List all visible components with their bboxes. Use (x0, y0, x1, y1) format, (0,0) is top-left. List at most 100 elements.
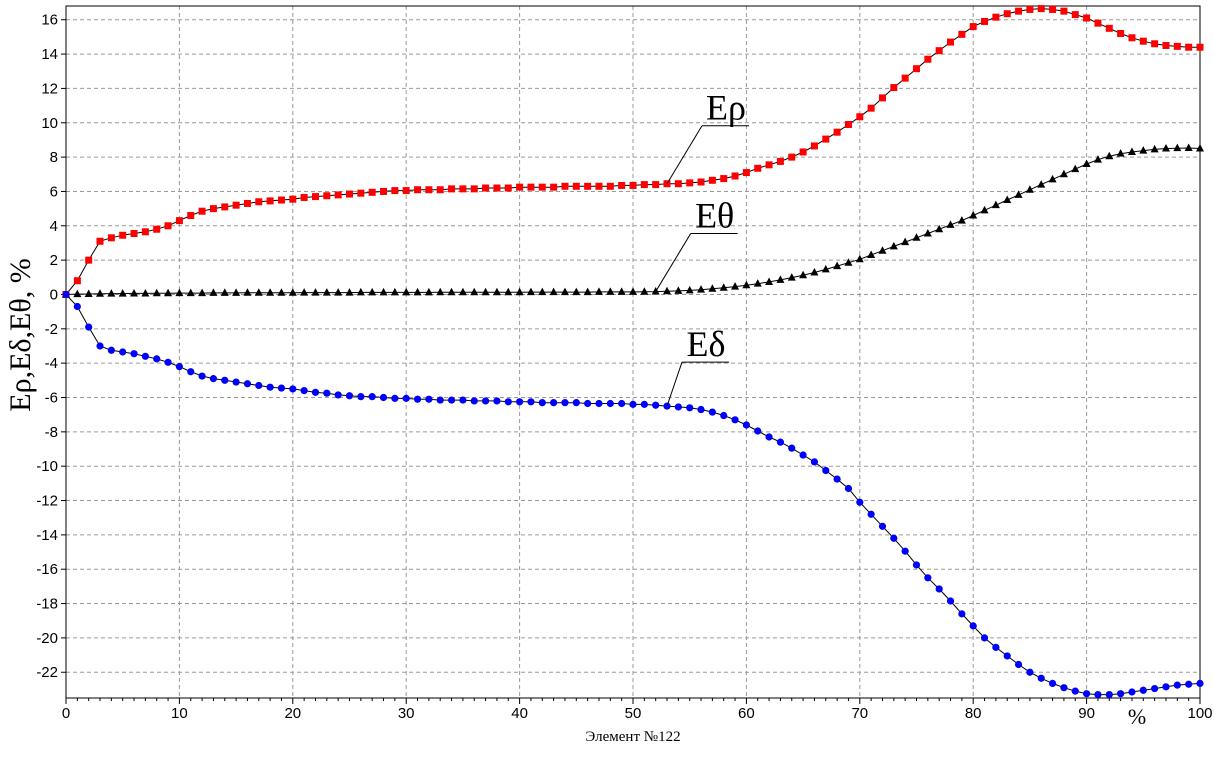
x-tick-label: 60 (738, 705, 755, 722)
data-point (538, 183, 546, 191)
data-point (788, 153, 796, 161)
data-point (708, 284, 717, 292)
data-point (300, 387, 308, 395)
data-point (992, 643, 1000, 651)
data-point (1139, 686, 1147, 694)
data-point (141, 288, 150, 297)
data-point (515, 287, 524, 296)
data-point (209, 205, 217, 213)
data-point (935, 47, 943, 55)
data-point (1105, 24, 1113, 32)
data-point (221, 376, 229, 384)
data-point (810, 458, 819, 466)
data-point (470, 185, 478, 193)
data-point (232, 378, 240, 386)
data-point (776, 275, 785, 283)
y-tick-label: 16 (41, 12, 58, 29)
data-point (867, 250, 876, 258)
data-point (73, 277, 81, 285)
data-point (356, 287, 365, 296)
data-point (856, 498, 864, 506)
data-point (436, 396, 444, 404)
data-point (198, 288, 207, 297)
data-point (686, 404, 694, 412)
data-point (912, 233, 921, 241)
data-point (765, 161, 773, 169)
data-point (1060, 7, 1068, 15)
series-triangle (62, 143, 1204, 298)
data-point (164, 288, 173, 297)
data-point (1003, 195, 1012, 204)
data-point (1083, 14, 1091, 22)
y-tick-label: -14 (36, 527, 58, 544)
data-point (1117, 29, 1125, 37)
data-point (765, 433, 773, 441)
data-point (946, 220, 955, 228)
data-point (629, 400, 637, 408)
annotation-label: Eρ (706, 88, 746, 128)
data-point (447, 396, 456, 404)
data-point (992, 13, 1000, 21)
data-point (583, 287, 592, 296)
y-axis-label: Eρ,Eδ,Eθ, % (4, 258, 37, 411)
data-point (379, 287, 388, 296)
data-point (584, 182, 592, 190)
data-point (1083, 690, 1091, 698)
data-point (436, 287, 445, 296)
data-point (810, 267, 819, 276)
data-point (1173, 681, 1181, 689)
data-point (243, 380, 252, 388)
data-point (153, 225, 161, 233)
data-point (175, 217, 183, 225)
series-circle (62, 290, 1204, 699)
data-point (425, 186, 433, 194)
data-point (822, 466, 830, 475)
data-point (776, 157, 784, 165)
data-point (368, 287, 377, 296)
data-point (266, 197, 274, 205)
data-point (107, 234, 115, 242)
data-point (368, 188, 376, 196)
data-point (243, 288, 252, 296)
data-point (391, 394, 399, 402)
data-point (334, 191, 342, 199)
data-point (266, 288, 275, 296)
data-point (617, 287, 626, 295)
series-annotation: Eθ (655, 196, 738, 292)
data-point (1185, 680, 1193, 688)
data-point (1139, 146, 1148, 154)
data-point (720, 411, 728, 420)
data-point (958, 30, 966, 38)
data-point (1105, 151, 1114, 160)
data-point (946, 597, 955, 605)
data-point (1048, 174, 1057, 183)
data-point (640, 181, 648, 189)
data-point (606, 287, 615, 295)
data-point (549, 287, 558, 296)
series-line (65, 294, 1201, 696)
data-point (414, 186, 422, 194)
data-point (175, 362, 183, 371)
data-point (277, 384, 286, 392)
data-point (85, 323, 93, 331)
data-point (776, 438, 785, 446)
data-point (550, 399, 558, 407)
data-point (1003, 652, 1011, 660)
data-point (130, 230, 138, 238)
series-annotation: Eρ (666, 88, 750, 184)
data-point (1025, 185, 1034, 193)
y-tick-label: 2 (50, 252, 58, 269)
data-point (186, 288, 195, 297)
annotation-label: Eδ (687, 324, 726, 364)
data-point (697, 178, 705, 186)
data-point (459, 396, 467, 404)
x-axis-ticks: 0 10 20 30 40 50 60 70 80 90 100 (62, 698, 1213, 722)
data-point (889, 241, 898, 250)
data-point (527, 398, 535, 406)
data-point (334, 288, 343, 296)
data-point (164, 222, 172, 230)
data-point (981, 17, 989, 25)
data-point (1059, 169, 1068, 178)
data-point (901, 547, 909, 555)
y-tick-label: -10 (36, 458, 58, 475)
